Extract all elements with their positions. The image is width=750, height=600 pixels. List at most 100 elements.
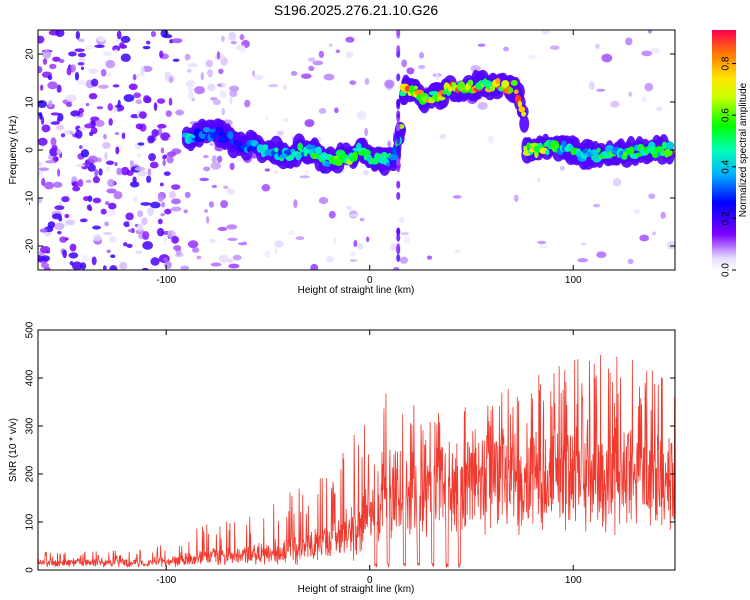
noise-blob [100,68,107,77]
noise-blob [104,221,109,227]
noise-blob [159,50,164,59]
noise-blob [477,101,488,110]
ridge-blob [279,153,288,159]
noise-blob [265,115,269,121]
noise-blob [293,199,298,208]
noise-blob [63,130,75,135]
noise-blob [274,240,284,248]
ridge-halo [519,114,530,133]
noise-blob [126,243,133,248]
noise-blob [94,119,105,127]
noise-blob [328,43,333,47]
noise-blob [64,213,70,219]
ridge-blob [517,100,523,108]
ridge-blob [295,152,302,161]
noise-blob [52,56,61,62]
noise-blob [78,127,88,131]
noise-blob [160,132,171,141]
noise-blob [163,235,167,244]
noise-blob [403,235,410,244]
noise-blob [166,155,174,164]
noise-blob [401,59,408,68]
noise-blob [140,202,152,206]
noise-blob [92,234,102,242]
ridge-blob [596,147,601,153]
noise-blob [56,84,62,93]
x-tick-label: 0 [367,275,373,286]
noise-blob [244,99,251,108]
noise-blob [252,70,256,77]
x-tick-label: -100 [156,275,176,286]
noise-blob [268,84,279,88]
noise-blob [160,213,165,217]
spectrogram-marks [38,30,675,270]
noise-blob [171,198,181,205]
noise-blob [202,154,209,159]
ridge-blob [428,90,439,96]
noise-blob [290,71,298,76]
noise-blob [172,58,180,62]
noise-blob [129,181,140,188]
noise-blob [227,237,238,241]
noise-blob [39,228,48,233]
noise-blob [171,235,180,244]
noise-blob [641,96,648,103]
noise-blob [170,184,181,190]
noise-blob [168,191,176,199]
noise-blob [454,249,461,254]
noise-blob [79,145,83,149]
noise-blob [191,247,200,253]
noise-blob [51,144,58,152]
noise-blob [470,65,481,73]
noise-blob [105,209,116,217]
noise-blob [513,194,519,202]
noise-blob [164,71,172,80]
noise-blob [537,240,547,245]
spectrogram-x-ticks: -100 0 100 [156,30,582,286]
noise-blob [77,52,87,58]
noise-blob [218,68,224,75]
noise-blob [537,177,541,182]
noise-blob [348,213,359,217]
noise-blob [79,218,88,223]
noise-blob [207,83,216,92]
noise-blob [274,169,279,175]
noise-blob [106,188,117,194]
noise-blob [54,205,65,211]
noise-blob [78,57,86,63]
noise-blob [41,124,51,133]
noise-blob [221,107,226,116]
noise-blob [349,80,357,85]
ridge-blob [202,127,211,133]
noise-blob [156,98,166,104]
y-tick-label: 20 [25,48,36,60]
streak-blob [396,30,401,37]
noise-blob [539,244,548,249]
noise-blob [56,148,62,155]
streak-blob [396,131,401,140]
noise-blob [384,79,395,89]
noise-blob [55,156,59,162]
ridge-blob [661,141,668,150]
noise-blob [91,256,97,266]
ridge-blob [215,126,224,133]
noise-blob [326,255,334,263]
noise-blob [80,149,90,158]
noise-blob [123,242,128,247]
noise-blob [387,140,392,148]
noise-blob [84,45,95,50]
noise-blob [74,129,83,139]
noise-blob [161,201,166,208]
noise-blob [145,40,151,45]
noise-blob [100,208,107,215]
snr-x-axis-label: Height of straight line (km) [298,584,415,595]
noise-blob [50,137,57,147]
noise-blob [114,161,118,167]
noise-blob [186,68,192,73]
noise-blob [72,186,81,192]
noise-blob [170,206,182,212]
noise-blob [648,193,656,200]
noise-blob [116,30,122,40]
